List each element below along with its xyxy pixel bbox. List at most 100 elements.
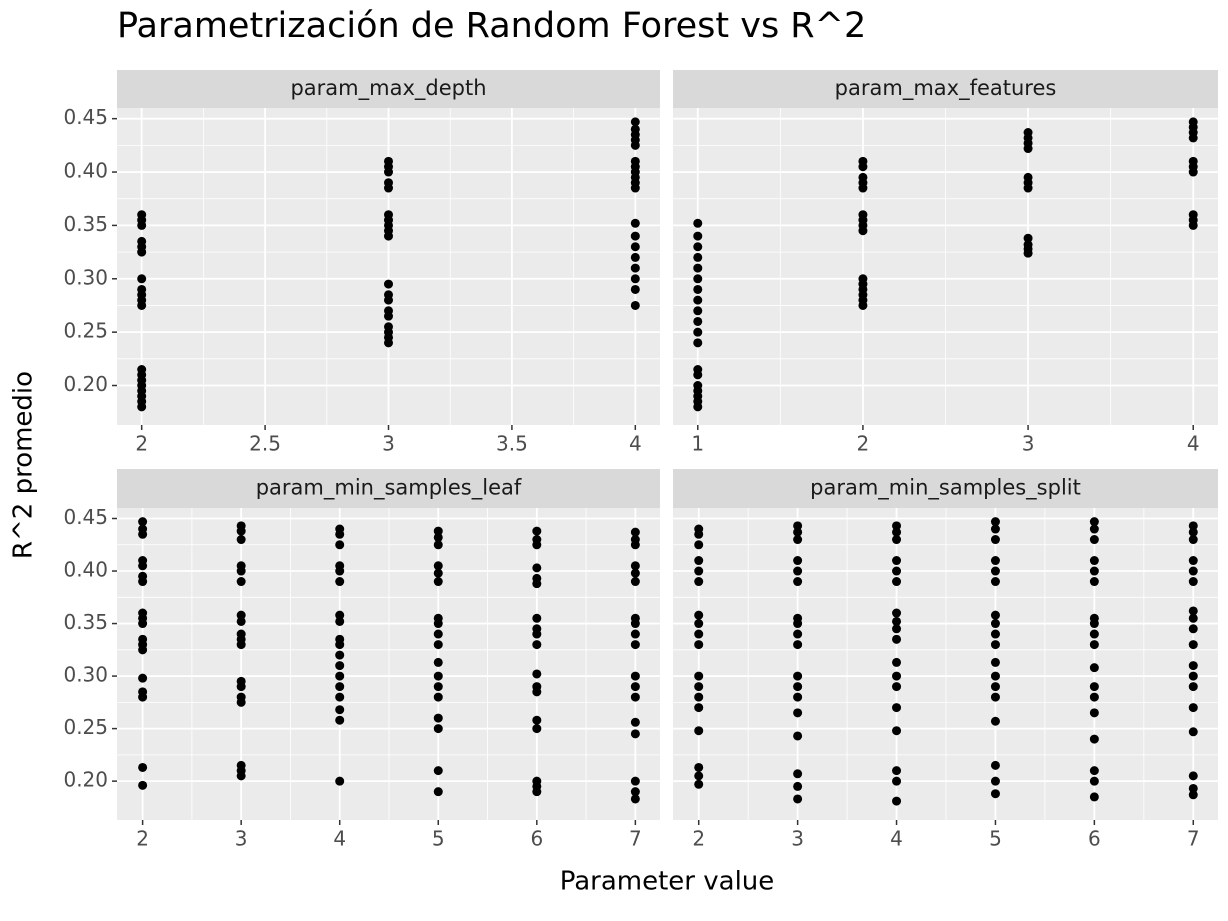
point	[384, 338, 393, 348]
x-tick-label: 7	[1187, 827, 1200, 851]
point	[137, 274, 147, 284]
point	[335, 610, 345, 620]
point	[990, 517, 1000, 527]
point	[1089, 776, 1099, 786]
point	[630, 640, 640, 650]
point	[433, 724, 443, 734]
x-tick-label: 2.5	[249, 432, 281, 456]
point	[892, 657, 902, 667]
point	[892, 624, 902, 634]
point	[532, 687, 542, 697]
point	[694, 726, 704, 736]
point	[1188, 167, 1198, 177]
point	[433, 561, 443, 571]
point	[694, 692, 704, 702]
point	[693, 316, 703, 326]
x-tick-label: 4	[333, 827, 346, 851]
point	[384, 279, 393, 289]
point	[630, 117, 640, 127]
point	[630, 794, 640, 804]
point	[793, 769, 803, 779]
point	[1089, 524, 1099, 534]
point	[630, 729, 640, 739]
point	[138, 762, 148, 772]
point	[694, 640, 704, 650]
x-tick-label: 5	[989, 827, 1002, 851]
point	[858, 183, 868, 193]
point	[892, 608, 902, 618]
x-tick-label: 7	[629, 827, 642, 851]
point	[990, 657, 1000, 667]
point	[137, 300, 147, 310]
point	[335, 671, 345, 681]
point	[990, 619, 1000, 629]
point	[694, 619, 704, 629]
point	[693, 252, 703, 262]
point	[892, 527, 902, 537]
point	[1089, 766, 1099, 776]
point	[1023, 233, 1033, 243]
point	[532, 540, 542, 550]
point	[1188, 556, 1198, 566]
point	[433, 532, 443, 542]
point	[138, 619, 148, 629]
point	[236, 682, 246, 692]
point	[892, 703, 902, 713]
point	[335, 682, 345, 692]
point	[236, 566, 246, 576]
point	[630, 568, 640, 578]
point	[532, 629, 542, 639]
point	[236, 577, 246, 587]
point	[433, 692, 443, 702]
point	[693, 338, 703, 348]
y-tick-label: 0.20	[63, 768, 108, 792]
point	[138, 577, 148, 587]
point	[1089, 708, 1099, 718]
point	[1188, 783, 1198, 793]
point	[1089, 577, 1099, 587]
point	[693, 402, 703, 412]
point	[630, 577, 640, 587]
strip-background	[117, 469, 660, 508]
point	[630, 183, 640, 193]
point	[793, 640, 803, 650]
x-tick-label: 2	[136, 827, 149, 851]
point	[433, 619, 443, 629]
point	[793, 692, 803, 702]
point	[694, 577, 704, 587]
point	[1188, 220, 1198, 230]
point	[236, 771, 246, 781]
point	[693, 263, 703, 273]
point	[137, 402, 147, 412]
point	[892, 796, 902, 806]
x-tick-label: 3	[382, 432, 395, 456]
point	[892, 616, 902, 626]
point	[1188, 521, 1198, 531]
point	[990, 629, 1000, 639]
point	[532, 613, 542, 623]
y-tick-label: 0.20	[63, 372, 108, 396]
point	[693, 370, 703, 380]
point	[892, 577, 902, 587]
point	[384, 231, 393, 241]
point	[1188, 771, 1198, 781]
point	[532, 526, 542, 536]
point	[630, 252, 640, 262]
x-tick-label: 3	[235, 827, 248, 851]
point	[137, 220, 147, 230]
point	[1188, 727, 1198, 737]
point	[1023, 144, 1033, 154]
point	[1023, 183, 1033, 193]
point	[892, 682, 902, 692]
point	[630, 671, 640, 681]
point	[693, 218, 703, 228]
y-tick-label: 0.25	[63, 319, 108, 343]
point	[138, 529, 148, 539]
point	[433, 657, 443, 667]
point	[433, 671, 443, 681]
point	[694, 540, 704, 550]
point	[384, 311, 393, 321]
point	[1089, 792, 1099, 802]
point	[236, 526, 246, 536]
